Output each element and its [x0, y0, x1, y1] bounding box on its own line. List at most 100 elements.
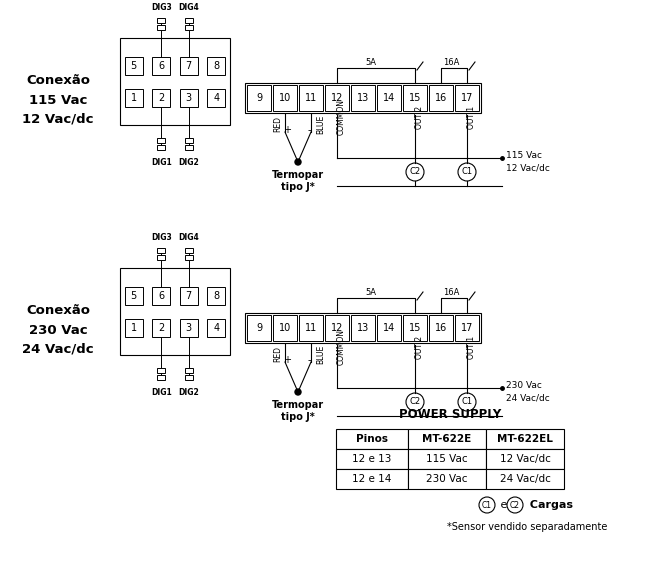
Text: 8: 8: [213, 291, 219, 301]
Text: 11: 11: [305, 93, 317, 103]
Bar: [157, 375, 165, 380]
Bar: [455, 85, 479, 111]
Text: 16A: 16A: [443, 58, 459, 67]
Text: 3: 3: [185, 93, 192, 103]
Bar: [429, 85, 453, 111]
Bar: [185, 18, 193, 23]
Text: 4: 4: [213, 93, 219, 103]
Text: 24 Vac/dc: 24 Vac/dc: [500, 474, 550, 484]
Text: DIG3: DIG3: [151, 233, 172, 242]
Bar: [185, 255, 193, 260]
Bar: [325, 85, 349, 111]
Text: DIG2: DIG2: [178, 158, 199, 167]
Text: 4: 4: [213, 323, 219, 333]
Bar: [486, 429, 564, 449]
Text: DIG3: DIG3: [151, 3, 172, 12]
Text: 14: 14: [383, 323, 395, 333]
Text: Termopar
tipo J*: Termopar tipo J*: [272, 400, 324, 423]
Text: 5A: 5A: [366, 58, 376, 67]
Text: -: -: [308, 355, 311, 365]
Bar: [325, 315, 349, 341]
Bar: [207, 319, 225, 337]
Bar: [120, 38, 230, 125]
Bar: [180, 89, 198, 107]
Text: 10: 10: [279, 323, 291, 333]
Circle shape: [479, 497, 495, 513]
Text: +: +: [283, 355, 291, 365]
Bar: [125, 287, 143, 305]
Bar: [207, 89, 225, 107]
Text: RED: RED: [273, 116, 282, 132]
Bar: [408, 449, 486, 469]
Bar: [152, 287, 170, 305]
Bar: [273, 85, 297, 111]
Bar: [180, 319, 198, 337]
Text: e: e: [497, 500, 511, 510]
Bar: [245, 313, 481, 343]
Bar: [125, 89, 143, 107]
Text: 2: 2: [158, 323, 164, 333]
Text: 16: 16: [435, 323, 447, 333]
Text: C2: C2: [510, 501, 520, 510]
Bar: [273, 315, 297, 341]
Bar: [336, 469, 408, 489]
Bar: [152, 89, 170, 107]
Bar: [247, 315, 271, 341]
Bar: [157, 248, 165, 253]
Text: Termopar
tipo J*: Termopar tipo J*: [272, 170, 324, 193]
Text: OUT 1: OUT 1: [467, 336, 476, 359]
Bar: [247, 85, 271, 111]
Text: 12 e 14: 12 e 14: [352, 474, 391, 484]
Text: 2: 2: [158, 93, 164, 103]
Text: RED: RED: [273, 346, 282, 362]
Text: 12 Vac/dc: 12 Vac/dc: [500, 454, 550, 464]
Text: 12 e 13: 12 e 13: [352, 454, 391, 464]
Bar: [455, 315, 479, 341]
Text: DIG4: DIG4: [178, 233, 199, 242]
Bar: [152, 319, 170, 337]
Bar: [377, 315, 401, 341]
Text: 5A: 5A: [366, 288, 376, 297]
Bar: [403, 315, 427, 341]
Circle shape: [458, 393, 476, 411]
Text: 115 Vac: 115 Vac: [426, 454, 468, 464]
Bar: [185, 248, 193, 253]
Bar: [486, 449, 564, 469]
Circle shape: [295, 389, 301, 395]
Text: C2: C2: [409, 398, 420, 406]
Text: 13: 13: [357, 93, 369, 103]
Text: C1: C1: [461, 398, 473, 406]
Text: 7: 7: [185, 61, 192, 71]
Text: 17: 17: [461, 93, 473, 103]
Circle shape: [458, 163, 476, 181]
Text: MT-622EL: MT-622EL: [497, 434, 553, 444]
Bar: [157, 138, 165, 143]
Text: +: +: [283, 125, 291, 135]
Text: DIG1: DIG1: [151, 388, 172, 397]
Text: 12: 12: [331, 323, 343, 333]
Bar: [157, 368, 165, 373]
Text: 8: 8: [213, 61, 219, 71]
Bar: [157, 18, 165, 23]
Bar: [245, 83, 481, 113]
Text: 7: 7: [185, 291, 192, 301]
Circle shape: [295, 159, 301, 165]
Text: 9: 9: [256, 93, 262, 103]
Text: *Sensor vendido separadamente: *Sensor vendido separadamente: [447, 522, 607, 532]
Text: 10: 10: [279, 93, 291, 103]
Bar: [408, 469, 486, 489]
Bar: [125, 57, 143, 75]
Bar: [207, 287, 225, 305]
Bar: [351, 85, 375, 111]
Bar: [403, 85, 427, 111]
Text: OUT 2: OUT 2: [415, 336, 424, 359]
Bar: [157, 255, 165, 260]
Text: 1: 1: [131, 323, 137, 333]
Circle shape: [406, 163, 424, 181]
Bar: [185, 368, 193, 373]
Text: POWER SUPPLY: POWER SUPPLY: [399, 408, 501, 421]
Text: Pinos: Pinos: [356, 434, 388, 444]
Text: COMMON: COMMON: [337, 329, 346, 365]
Bar: [185, 145, 193, 150]
Bar: [207, 57, 225, 75]
